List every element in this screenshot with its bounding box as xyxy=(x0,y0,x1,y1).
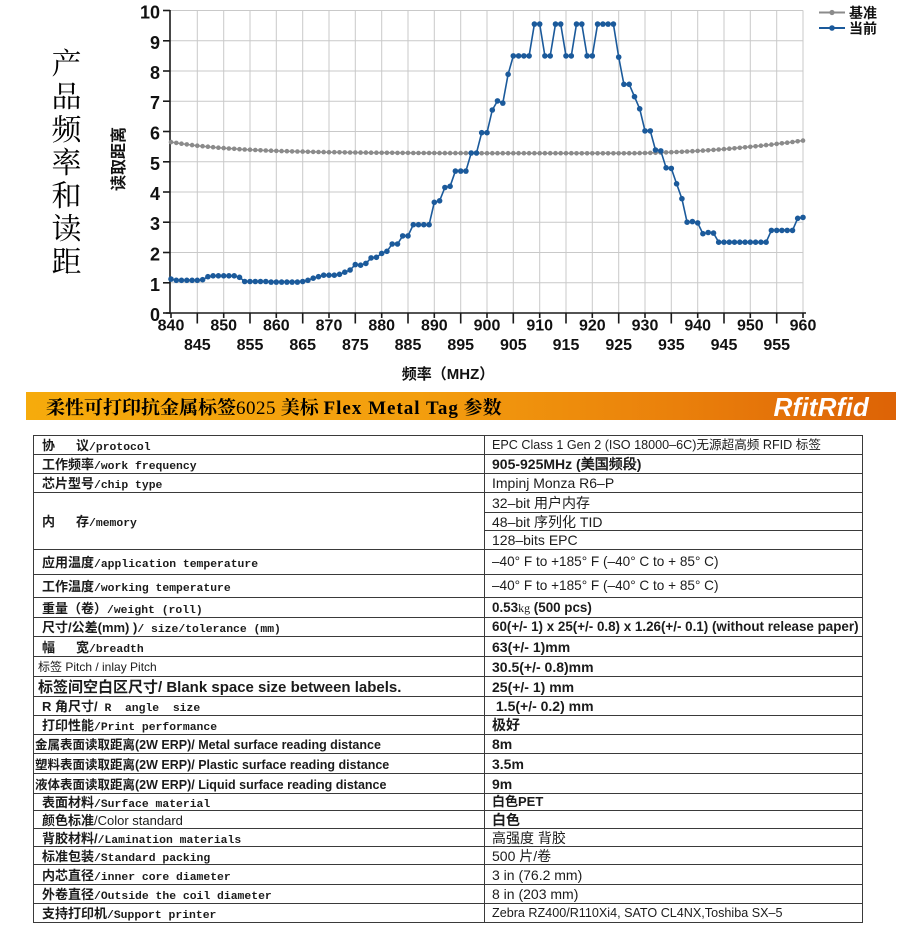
svg-text:870: 870 xyxy=(316,318,343,335)
svg-text:845: 845 xyxy=(184,337,211,354)
svg-text:9: 9 xyxy=(150,33,160,53)
svg-text:2: 2 xyxy=(150,245,160,265)
svg-text:6: 6 xyxy=(150,124,160,144)
svg-text:当前: 当前 xyxy=(849,19,877,39)
svg-text:4: 4 xyxy=(150,184,160,204)
svg-text:7: 7 xyxy=(150,93,160,113)
svg-text:880: 880 xyxy=(368,318,395,335)
svg-text:945: 945 xyxy=(711,337,738,354)
svg-text:860: 860 xyxy=(263,318,290,335)
svg-text:910: 910 xyxy=(526,318,553,335)
svg-text:8: 8 xyxy=(150,63,160,83)
svg-text:读取距离: 读取距离 xyxy=(105,127,129,191)
svg-text:基准: 基准 xyxy=(849,3,877,23)
svg-text:895: 895 xyxy=(447,337,474,354)
svg-text:0: 0 xyxy=(150,305,160,325)
svg-text:920: 920 xyxy=(579,318,606,335)
svg-text:频率（MHZ）: 频率（MHZ） xyxy=(402,363,495,384)
svg-text:885: 885 xyxy=(395,337,422,354)
svg-text:5: 5 xyxy=(150,154,160,174)
svg-text:865: 865 xyxy=(289,337,316,354)
svg-text:925: 925 xyxy=(605,337,632,354)
svg-text:1: 1 xyxy=(150,275,160,295)
svg-text:890: 890 xyxy=(421,318,448,335)
svg-text:3: 3 xyxy=(150,214,160,234)
svg-text:855: 855 xyxy=(237,337,264,354)
svg-text:930: 930 xyxy=(632,318,659,335)
svg-text:915: 915 xyxy=(553,337,580,354)
svg-text:840: 840 xyxy=(158,318,185,335)
svg-text:10: 10 xyxy=(140,3,160,23)
svg-text:900: 900 xyxy=(474,318,501,335)
svg-text:940: 940 xyxy=(684,318,711,335)
svg-text:850: 850 xyxy=(210,318,237,335)
svg-text:955: 955 xyxy=(763,337,790,354)
svg-text:875: 875 xyxy=(342,337,369,354)
svg-text:960: 960 xyxy=(790,318,817,335)
svg-text:950: 950 xyxy=(737,318,764,335)
svg-text:935: 935 xyxy=(658,337,685,354)
svg-text:905: 905 xyxy=(500,337,527,354)
